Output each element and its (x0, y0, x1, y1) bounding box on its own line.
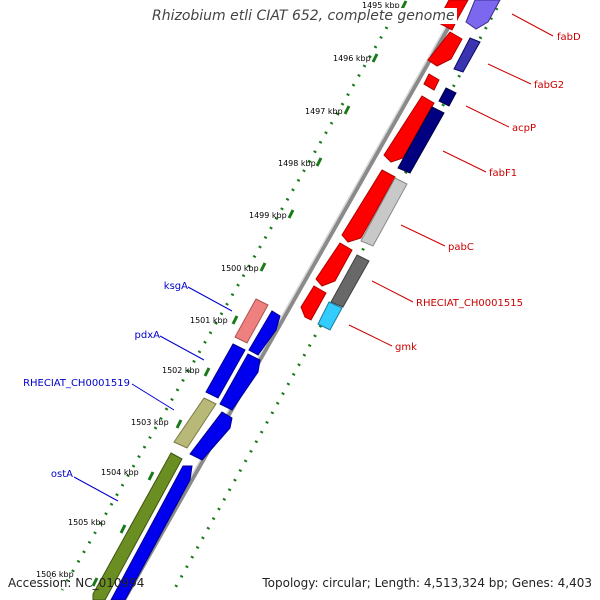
gene-RHECIAT_CH0001515-red[interactable] (315, 242, 353, 287)
scale-label-1496: 1496 kbp (333, 54, 371, 63)
scale-tick-1498 (315, 157, 323, 167)
label-pdxA[interactable]: pdxA (135, 330, 161, 341)
label-acpP[interactable]: acpP (512, 123, 536, 134)
scale-label-1502: 1502 kbp (162, 366, 200, 375)
gene-inner-blue-4[interactable] (110, 465, 193, 600)
scale-tick-1505 (119, 524, 127, 534)
label-ostA[interactable]: ostA (51, 469, 73, 480)
gene-fabF1-red[interactable] (383, 95, 435, 163)
label-leader-lines (73, 13, 554, 502)
leader-gmk (348, 324, 393, 347)
gene-RHECIAT_CH0001515-gray[interactable] (330, 254, 370, 308)
gene-acpP-navy[interactable] (438, 87, 457, 107)
outer-tick-ring (172, 7, 499, 591)
gene-pabC-gray[interactable] (360, 177, 408, 247)
map-title: Rhizobium etli CIAT 652, complete genome (150, 8, 457, 24)
scale-tick-1506 (91, 577, 99, 587)
label-gmk[interactable]: gmk (395, 342, 417, 353)
scale-tick-1504 (147, 471, 155, 481)
scale-tick-1502 (203, 367, 211, 377)
scale-tick-1503 (175, 419, 183, 429)
gene-ostA-olive[interactable] (92, 452, 183, 600)
reverse-genes-right (317, 0, 501, 331)
scale-label-1506: 1506 kbp (36, 570, 74, 579)
genome-backbone (122, 0, 466, 600)
scale-tick-1500 (259, 262, 267, 272)
gene-fabD-lavender[interactable] (465, 0, 501, 30)
scale-label-1495: 1495 kbp (362, 1, 400, 10)
gene-pabC-red[interactable] (341, 169, 396, 243)
gene-fabG2-navy[interactable] (453, 37, 481, 73)
accession-text: Accession: NC_010994 (8, 576, 145, 590)
leader-RHECIAT_CH0001519 (131, 383, 175, 411)
leader-fabD (511, 13, 554, 37)
scale-label-1505: 1505 kbp (68, 518, 106, 527)
scale-tick-1499 (287, 209, 295, 219)
topology-text: Topology: circular; Length: 4,513,324 bp… (262, 576, 592, 590)
scale-label-1500: 1500 kbp (221, 264, 259, 273)
leader-fabF1 (442, 150, 487, 173)
gene-labels-right: fabD fabG2 acpP fabF1 pabC RHECIAT_CH000… (395, 32, 581, 353)
gene-fabG2-red[interactable] (427, 31, 463, 67)
leader-acpP (465, 105, 510, 128)
scale-tick-1501 (231, 315, 239, 325)
scale-ticks (91, 0, 408, 587)
scale-tick-1497 (343, 105, 351, 115)
gene-inner-blue-3[interactable] (189, 411, 233, 461)
label-fabG2[interactable]: fabG2 (534, 80, 564, 91)
scale-label-1503: 1503 kbp (131, 418, 169, 427)
left-genes-outer (92, 298, 269, 600)
scale-tick-labels: 1495 kbp 1496 kbp 1497 kbp 1498 kbp 1499… (36, 1, 400, 579)
leader-pabC (400, 224, 446, 247)
left-genes-inner (110, 310, 281, 600)
label-fabF1[interactable]: fabF1 (489, 168, 517, 179)
label-pabC[interactable]: pabC (448, 242, 474, 253)
label-RHECIAT_CH0001515[interactable]: RHECIAT_CH0001515 (416, 298, 523, 309)
scale-tick-1496 (371, 53, 379, 63)
gene-gmk-cyan[interactable] (317, 301, 343, 331)
scale-label-1499: 1499 kbp (249, 211, 287, 220)
scale-tick-1495 (400, 0, 408, 10)
leader-pdxA (159, 335, 205, 361)
leader-fabG2 (487, 63, 532, 85)
label-RHECIAT_CH0001519[interactable]: RHECIAT_CH0001519 (23, 378, 130, 389)
scale-label-1504: 1504 kbp (101, 468, 139, 477)
gene-acpP-red[interactable] (423, 73, 440, 91)
gene-inner-blue-1[interactable] (248, 310, 281, 356)
gene-pdxA-blue[interactable] (205, 343, 246, 399)
forward-genes (300, 0, 469, 321)
gene-fabF1-navy[interactable] (397, 106, 445, 174)
gene-ksgA-pink[interactable] (234, 298, 269, 344)
gene-RHECIAT_CH0001519-khaki[interactable] (173, 397, 217, 449)
gene-inner-blue-2[interactable] (219, 353, 261, 411)
leader-ostA (73, 476, 119, 502)
leader-ksgA (187, 286, 233, 312)
scale-label-1501: 1501 kbp (190, 316, 228, 325)
gene-gmk-red[interactable] (300, 285, 327, 321)
leader-RHECIAT_CH0001515 (371, 280, 414, 303)
gene-labels-left: ksgA pdxA RHECIAT_CH0001519 ostA (23, 281, 188, 480)
label-fabD[interactable]: fabD (557, 32, 581, 43)
scale-label-1497: 1497 kbp (305, 107, 343, 116)
scale-label-1498: 1498 kbp (278, 159, 316, 168)
label-ksgA[interactable]: ksgA (164, 281, 188, 292)
